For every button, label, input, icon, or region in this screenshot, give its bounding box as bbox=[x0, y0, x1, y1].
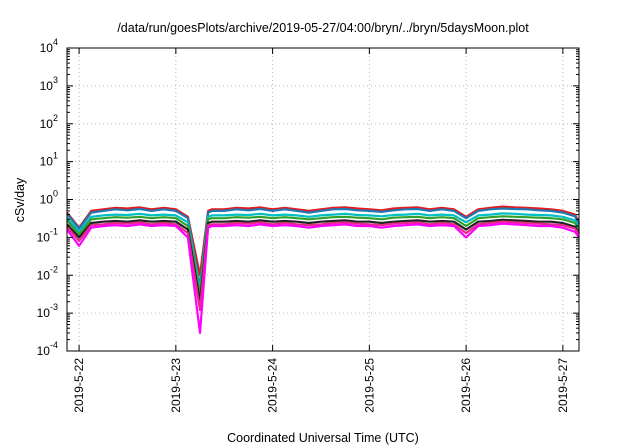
y-tick-label: 10-4 bbox=[37, 340, 58, 358]
x-tick-label: 2019-5-23 bbox=[169, 358, 183, 413]
x-tick-label: 2019-5-22 bbox=[72, 358, 86, 413]
y-tick-label: 102 bbox=[40, 113, 58, 131]
y-tick-label: 10-1 bbox=[37, 226, 58, 244]
series-line-4 bbox=[66, 215, 580, 297]
series-line-3 bbox=[66, 212, 580, 292]
series-line-7 bbox=[66, 222, 580, 334]
grid bbox=[67, 48, 579, 351]
x-tick-label: 2019-5-25 bbox=[362, 358, 376, 413]
y-tick-label: 101 bbox=[40, 151, 58, 169]
series-line-6 bbox=[66, 220, 580, 312]
y-axis-label: cSv/day bbox=[13, 177, 27, 222]
y-tick-label: 10-2 bbox=[37, 264, 58, 282]
x-axis-label: Coordinated Universal Time (UTC) bbox=[227, 431, 419, 445]
chart-title: /data/run/goesPlots/archive/2019-05-27/0… bbox=[117, 21, 529, 35]
x-tick-label: 2019-5-26 bbox=[459, 358, 473, 413]
series-group bbox=[66, 205, 580, 334]
y-tick-label: 104 bbox=[40, 37, 58, 55]
series-line-1 bbox=[66, 205, 580, 277]
y-tick-label: 100 bbox=[40, 189, 58, 207]
x-axis: 2019-5-22 2019-5-23 2019-5-24 2019-5-25 2019… bbox=[72, 48, 570, 413]
x-tick-label: 2019-5-24 bbox=[266, 358, 280, 413]
series-line-5 bbox=[66, 218, 580, 303]
x-tick-label: 2019-5-27 bbox=[556, 358, 570, 413]
y-axis: 10-4 10-3 10-2 10-1 100 101 102 103 104 bbox=[37, 37, 579, 358]
y-tick-label: 10-3 bbox=[37, 302, 58, 320]
y-tick-label: 103 bbox=[40, 75, 58, 93]
series-line-2 bbox=[66, 207, 580, 288]
